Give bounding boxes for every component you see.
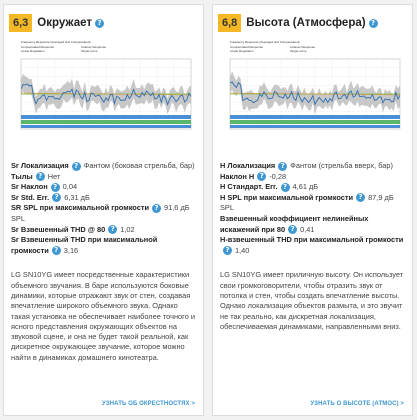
spec-value: 0,04	[62, 182, 78, 192]
help-icon[interactable]: ?	[51, 246, 61, 256]
spec-row: Наклон H? -0,28	[220, 172, 405, 183]
range-strip	[230, 120, 400, 124]
spec-row: H SPL при максимальной громкости? 87,9 дБ…	[220, 193, 405, 214]
score-badge: 6,3	[9, 14, 33, 32]
spec-label: Sr Наклон	[11, 182, 48, 192]
regression-line	[229, 92, 401, 96]
help-icon[interactable]: ?	[52, 193, 62, 203]
spec-value: 1,02	[120, 224, 135, 234]
help-icon[interactable]: ?	[280, 182, 290, 192]
legend-label: Compensated Response	[230, 45, 263, 49]
legend-label: Frequency Response (Averaged and Compens…	[230, 40, 300, 44]
spec-value: Фантом (боковая стрельба, бар)	[83, 161, 195, 170]
spec-value: 87,9 дБ SPL	[220, 192, 394, 213]
card-title: Окружает	[37, 17, 92, 29]
spec-row: SR SPL при максимальной громкости? 91,6 д…	[11, 203, 196, 224]
spec-label: SR SPL при максимальной громкости	[11, 203, 149, 213]
spec-row: Sr Взвешенный THD @ 80? 1,02	[11, 225, 196, 236]
help-icon[interactable]: ?	[71, 161, 81, 171]
spec-value: Нет	[47, 171, 61, 181]
response-curve	[20, 83, 192, 106]
chart-legend: Frequency Response (Averaged and Compens…	[21, 40, 106, 53]
range-strip	[21, 115, 191, 119]
spec-row: Взвешенный коэффициент нелинейных искаже…	[220, 214, 405, 235]
spec-value: 6,31 дБ	[64, 192, 90, 202]
score-badge: 6,8	[218, 14, 242, 32]
help-icon[interactable]: ?	[50, 182, 60, 192]
spec-label: H Локализация	[220, 161, 276, 170]
spec-label: Sr Взвешенный THD при максимальной громк…	[11, 235, 158, 255]
spec-label: Наклон H	[220, 171, 255, 181]
description-text: LG SN10YG имеет приличную высоту. Он исп…	[220, 270, 404, 331]
spec-label: H SPL при максимальной громкости	[220, 192, 354, 202]
card-header: 6,8 Высота (Атмосфера) ?	[213, 5, 412, 35]
spec-label: Sr Локализация	[11, 161, 69, 170]
legend-label: Linear Regulation	[21, 49, 45, 53]
card-header: 6,3 Окружает ?	[4, 5, 203, 35]
spec-list: Sr Локализация? Фантом (боковая стрельба,…	[4, 156, 203, 256]
description-text: LG SN10YG имеет посредственные характери…	[11, 270, 195, 362]
help-icon[interactable]: ?	[94, 18, 104, 28]
spec-label: Взвешенный коэффициент нелинейных искаже…	[220, 213, 369, 234]
spec-label: Тылы	[11, 171, 33, 181]
chart-legend: Frequency Response (Averaged and Compens…	[230, 40, 315, 53]
spec-value: 91,6 дБ SPL	[11, 203, 190, 223]
spec-row: H Стандарт. Err.? 4,61 дБ	[220, 182, 405, 193]
frequency-response-graph[interactable]: Frequency Response (Averaged and Compens…	[218, 37, 404, 151]
help-icon[interactable]: ?	[152, 203, 161, 213]
height-card: 6,8 Высота (Атмосфера) ? Frequency Respo…	[212, 4, 413, 416]
help-icon[interactable]: ?	[35, 172, 45, 182]
spec-label: Sr Std. Err.	[11, 192, 50, 202]
help-icon[interactable]: ?	[223, 246, 232, 256]
spec-label: H Стандарт. Err.	[220, 182, 278, 192]
spec-row: Тылы? Нет	[11, 172, 196, 183]
range-strip	[21, 125, 191, 128]
frequency-response-graph[interactable]: Frequency Response (Averaged and Compens…	[9, 37, 195, 151]
range-strip	[21, 120, 191, 124]
response-curve	[229, 81, 401, 106]
legend-label: Listener Response	[81, 45, 106, 49]
legend-label: Linear Regulation	[230, 49, 254, 53]
range-strip	[230, 115, 400, 119]
spec-row: Sr Взвешенный THD при максимальной громк…	[11, 235, 196, 256]
help-icon[interactable]: ?	[288, 225, 298, 235]
response-band	[230, 71, 400, 115]
spec-label: H-взвешенный THD при максимальной громко…	[220, 235, 404, 245]
range-strip	[230, 125, 400, 128]
spec-value: 3,16	[63, 245, 79, 255]
spec-row: Sr Std. Err.? 6,31 дБ	[11, 193, 196, 204]
help-icon[interactable]: ?	[356, 193, 366, 203]
spec-label: Sr Взвешенный THD @ 80	[11, 224, 106, 234]
legend-label: Listener Response	[290, 45, 315, 49]
regression-line	[20, 92, 192, 96]
spec-row: Sr Наклон? 0,04	[11, 182, 196, 193]
card-title: Высота (Атмосфера)	[246, 17, 366, 29]
legend-label: Frequency Response (Averaged and Compens…	[21, 40, 91, 44]
legend-label: Target curve	[290, 49, 307, 53]
learn-more-link[interactable]: УЗНАТЬ ОБ ОКРЕСТНОСТЯХ >	[102, 401, 195, 407]
spec-value: 0,41	[300, 224, 315, 234]
surround-card: 6,3 Окружает ? Frequency Response (Avera…	[3, 4, 204, 416]
spec-value: 1,40	[235, 245, 250, 255]
spec-row: H-взвешенный THD при максимальной громко…	[220, 235, 405, 256]
spec-value: 4,61 дБ	[292, 182, 319, 192]
spec-row: H Локализация? Фантом (стрельба вверх, ба…	[220, 161, 405, 172]
help-icon[interactable]: ?	[257, 172, 267, 182]
spec-value: Фантом (стрельба вверх, бар)	[290, 161, 393, 170]
legend-label: Target curve	[81, 49, 98, 53]
help-icon[interactable]: ?	[108, 225, 118, 235]
spec-list: H Локализация? Фантом (стрельба вверх, ба…	[213, 156, 412, 256]
spec-row: Sr Локализация? Фантом (боковая стрельба,…	[11, 161, 196, 172]
legend-label: Compensated Response	[21, 45, 54, 49]
learn-more-link[interactable]: УЗНАТЬ О ВЫСОТЕ (АТМОС) >	[310, 401, 404, 407]
help-icon[interactable]: ?	[368, 18, 378, 28]
spec-value: -0,28	[269, 171, 287, 181]
help-icon[interactable]: ?	[278, 161, 288, 171]
